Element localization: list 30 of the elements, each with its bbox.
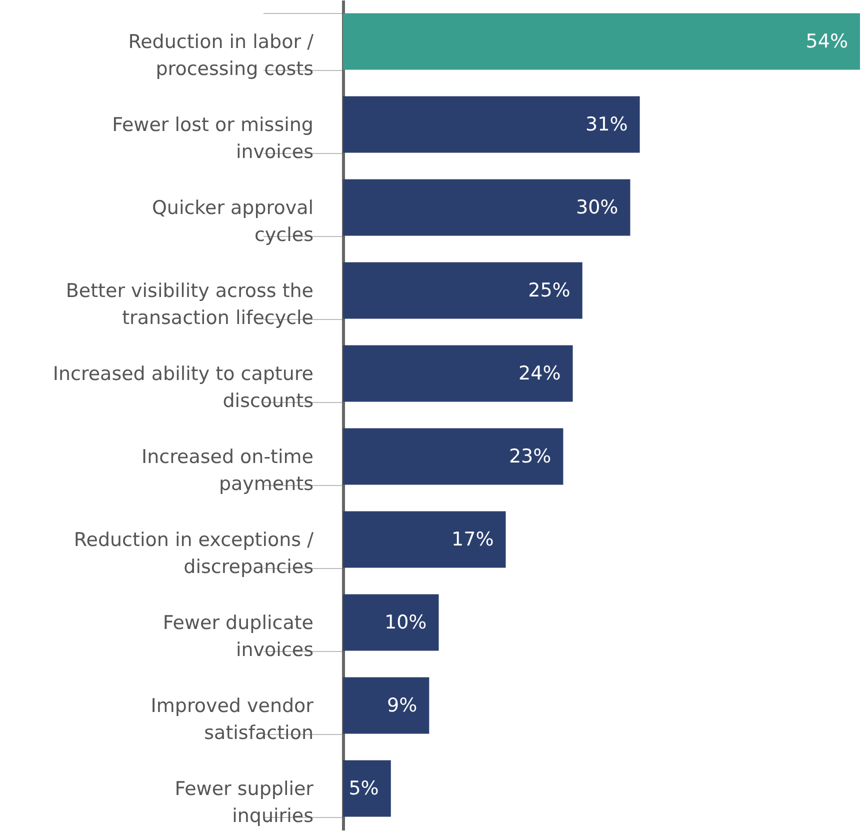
data-label: 23% xyxy=(508,446,552,468)
data-label: 10% xyxy=(384,612,427,634)
bar xyxy=(343,428,564,485)
y-tick-label: Better visibility across the transaction lifecycle xyxy=(66,280,314,329)
bar xyxy=(343,760,391,817)
data-label: 30% xyxy=(576,196,618,218)
bar xyxy=(343,345,573,402)
data-label: 5% xyxy=(348,778,379,800)
bar xyxy=(343,262,582,319)
bar xyxy=(343,594,439,651)
data-label: 17% xyxy=(452,528,494,550)
y-tick-label: Increased on-time payments xyxy=(142,446,314,495)
bar xyxy=(343,677,430,734)
data-label: 24% xyxy=(518,362,561,384)
bar xyxy=(343,13,860,70)
y-tick-label: Fewer duplicate invoices xyxy=(162,612,314,661)
bar xyxy=(343,96,640,153)
y-tick-label: Fewer lost or missing invoices xyxy=(112,114,314,163)
bar xyxy=(343,511,506,568)
data-label: 31% xyxy=(586,114,628,136)
data-label: 54% xyxy=(806,30,848,52)
y-tick-label: Quicker approval cycles xyxy=(152,197,314,246)
y-tick-label: Reduction in exceptions / discrepancies xyxy=(74,529,314,578)
data-label: 25% xyxy=(528,280,570,302)
y-tick-label: Reduction in labor / processing costs xyxy=(128,31,314,80)
y-tick-label: Improved vendor satisfaction xyxy=(150,695,314,744)
y-tick-label: Fewer supplier inquiries xyxy=(174,778,314,827)
y-tick-label: Increased ability to capture discounts xyxy=(52,363,314,412)
data-label: 9% xyxy=(387,694,418,716)
bar xyxy=(343,179,630,236)
